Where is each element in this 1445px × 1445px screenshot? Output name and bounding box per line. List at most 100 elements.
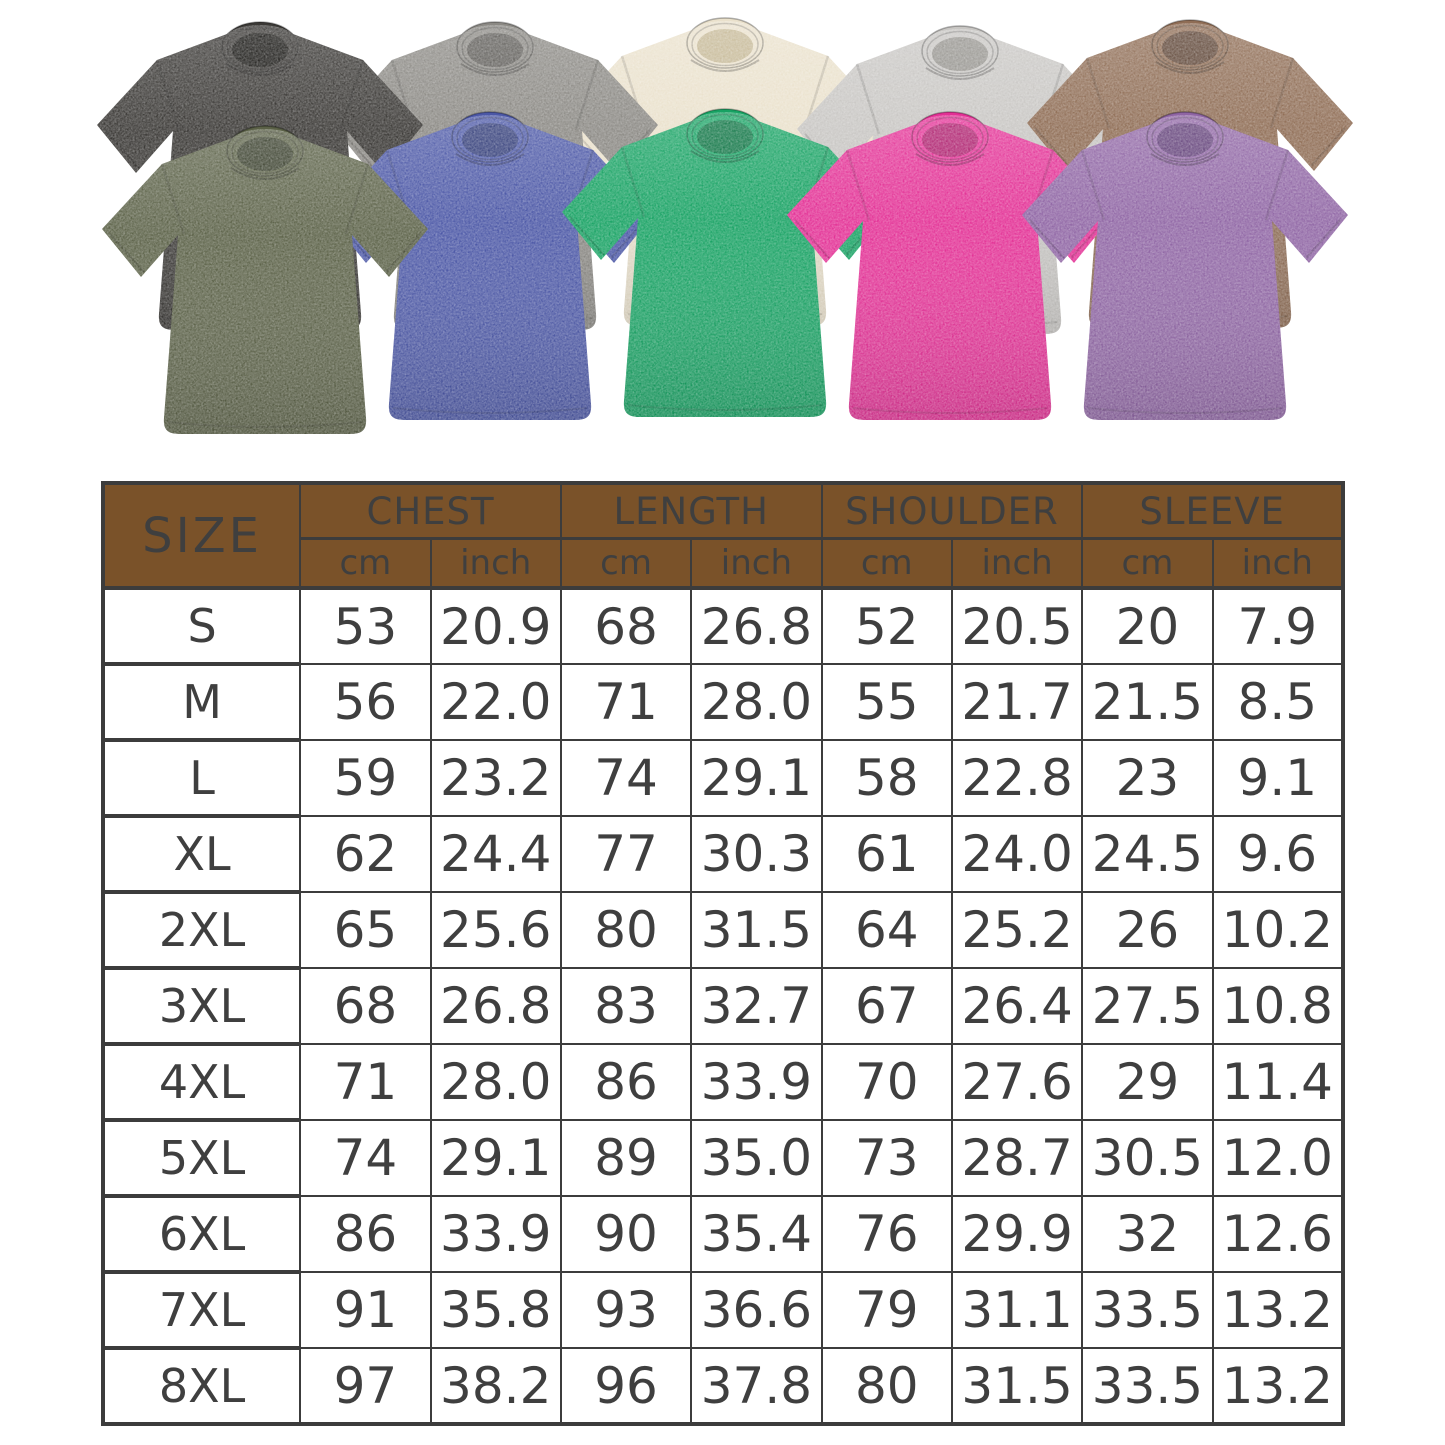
- cell-3XL-chest-cm: 68: [299, 967, 432, 1045]
- header-size: SIZE: [101, 482, 302, 590]
- cell-4XL-sleeve-inch: 11.4: [1211, 1043, 1345, 1121]
- header-length-inch: inch: [690, 537, 823, 590]
- cell-3XL-sleeve-cm: 27.5: [1081, 967, 1214, 1045]
- header-sleeve-cm: cm: [1081, 537, 1214, 590]
- cell-XL-chest-cm: 62: [299, 815, 432, 893]
- cell-6XL-chest-inch: 33.9: [429, 1195, 562, 1273]
- cell-2XL-length-inch: 31.5: [690, 891, 823, 969]
- cell-5XL-length-inch: 35.0: [690, 1119, 823, 1197]
- cell-6XL-shoulder-inch: 29.9: [950, 1195, 1084, 1273]
- cell-6XL-shoulder-cm: 76: [820, 1195, 953, 1273]
- table-row-6XL: 6XL 86 33.9 90 35.4 76 29.9 32 12.6: [101, 1195, 1345, 1274]
- cell-S-shoulder-inch: 20.5: [950, 587, 1084, 665]
- cell-4XL-shoulder-cm: 70: [820, 1043, 953, 1121]
- cell-M-sleeve-inch: 8.5: [1211, 663, 1345, 741]
- cell-2XL-length-cm: 80: [559, 891, 693, 969]
- cell-6XL-sleeve-cm: 32: [1081, 1195, 1214, 1273]
- cell-5XL-shoulder-inch: 28.7: [950, 1119, 1084, 1197]
- cell-XL-length-cm: 77: [559, 815, 693, 893]
- cell-3XL-length-inch: 32.7: [690, 967, 823, 1045]
- cell-7XL-chest-cm: 91: [299, 1271, 432, 1349]
- cell-L-sleeve-inch: 9.1: [1211, 739, 1345, 817]
- table-row-7XL: 7XL 91 35.8 93 36.6 79 31.1 33.5 13.2: [101, 1271, 1345, 1350]
- size-chart-table: SIZE CHEST LENGTH SHOULDER SLEEVE cm inc…: [101, 481, 1345, 1426]
- size-label-2XL: 2XL: [101, 891, 302, 970]
- size-label-S: S: [101, 587, 302, 666]
- cell-4XL-chest-cm: 71: [299, 1043, 432, 1121]
- cell-S-length-cm: 68: [559, 587, 693, 665]
- cell-S-chest-cm: 53: [299, 587, 432, 665]
- cell-M-length-cm: 71: [559, 663, 693, 741]
- header-length: LENGTH: [559, 482, 823, 540]
- cell-8XL-length-cm: 96: [559, 1347, 693, 1425]
- size-label-4XL: 4XL: [101, 1043, 302, 1122]
- size-label-M: M: [101, 663, 302, 742]
- header-chest: CHEST: [299, 482, 562, 540]
- cell-M-length-inch: 28.0: [690, 663, 823, 741]
- cell-L-shoulder-cm: 58: [820, 739, 953, 817]
- cell-2XL-shoulder-cm: 64: [820, 891, 953, 969]
- header-chest-inch: inch: [429, 537, 562, 590]
- table-row-M: M 56 22.0 71 28.0 55 21.7 21.5 8.5: [101, 663, 1345, 742]
- cell-5XL-sleeve-inch: 12.0: [1211, 1119, 1345, 1197]
- table-row-2XL: 2XL 65 25.6 80 31.5 64 25.2 26 10.2: [101, 891, 1345, 970]
- cell-XL-length-inch: 30.3: [690, 815, 823, 893]
- cell-3XL-shoulder-cm: 67: [820, 967, 953, 1045]
- cell-4XL-chest-inch: 28.0: [429, 1043, 562, 1121]
- header-sleeve: SLEEVE: [1081, 482, 1344, 540]
- cell-8XL-chest-cm: 97: [299, 1347, 432, 1425]
- header-shoulder-inch: inch: [950, 537, 1084, 590]
- size-label-6XL: 6XL: [101, 1195, 302, 1274]
- cell-8XL-sleeve-cm: 33.5: [1081, 1347, 1214, 1425]
- cell-S-sleeve-inch: 7.9: [1211, 587, 1345, 665]
- cell-8XL-sleeve-inch: 13.2: [1211, 1347, 1345, 1425]
- cell-2XL-chest-cm: 65: [299, 891, 432, 969]
- table-row-8XL: 8XL 97 38.2 96 37.8 80 31.5 33.5 13.2: [101, 1347, 1345, 1426]
- cell-L-chest-cm: 59: [299, 739, 432, 817]
- cell-XL-shoulder-inch: 24.0: [950, 815, 1084, 893]
- cell-8XL-chest-inch: 38.2: [429, 1347, 562, 1425]
- cell-XL-sleeve-inch: 9.6: [1211, 815, 1345, 893]
- table-row-4XL: 4XL 71 28.0 86 33.9 70 27.6 29 11.4: [101, 1043, 1345, 1122]
- cell-L-chest-inch: 23.2: [429, 739, 562, 817]
- product-gallery-svg: [0, 0, 1445, 470]
- size-label-5XL: 5XL: [101, 1119, 302, 1198]
- cell-6XL-length-inch: 35.4: [690, 1195, 823, 1273]
- cell-3XL-sleeve-inch: 10.8: [1211, 967, 1345, 1045]
- cell-3XL-chest-inch: 26.8: [429, 967, 562, 1045]
- table-row-S: S 53 20.9 68 26.8 52 20.5 20 7.9: [101, 587, 1345, 666]
- cell-4XL-length-cm: 86: [559, 1043, 693, 1121]
- cell-8XL-length-inch: 37.8: [690, 1347, 823, 1425]
- cell-7XL-shoulder-inch: 31.1: [950, 1271, 1084, 1349]
- cell-5XL-chest-cm: 74: [299, 1119, 432, 1197]
- header-sleeve-inch: inch: [1211, 537, 1345, 590]
- cell-XL-chest-inch: 24.4: [429, 815, 562, 893]
- cell-6XL-length-cm: 90: [559, 1195, 693, 1273]
- shirts-layer: [97, 18, 1353, 434]
- header-shoulder-cm: cm: [820, 537, 953, 590]
- cell-2XL-shoulder-inch: 25.2: [950, 891, 1084, 969]
- cell-5XL-length-cm: 89: [559, 1119, 693, 1197]
- size-label-L: L: [101, 739, 302, 818]
- cell-7XL-sleeve-inch: 13.2: [1211, 1271, 1345, 1349]
- size-label-7XL: 7XL: [101, 1271, 302, 1350]
- cell-2XL-sleeve-inch: 10.2: [1211, 891, 1345, 969]
- cell-3XL-shoulder-inch: 26.4: [950, 967, 1084, 1045]
- cell-8XL-shoulder-cm: 80: [820, 1347, 953, 1425]
- cell-6XL-chest-cm: 86: [299, 1195, 432, 1273]
- table-row-5XL: 5XL 74 29.1 89 35.0 73 28.7 30.5 12.0: [101, 1119, 1345, 1198]
- cell-XL-shoulder-cm: 61: [820, 815, 953, 893]
- cell-S-sleeve-cm: 20: [1081, 587, 1214, 665]
- cell-L-sleeve-cm: 23: [1081, 739, 1214, 817]
- size-label-8XL: 8XL: [101, 1347, 302, 1426]
- header-shoulder: SHOULDER: [820, 482, 1084, 540]
- size-chart-body: S 53 20.9 68 26.8 52 20.5 20 7.9 M 56 22.0 71 28.0 55 2…: [101, 587, 1345, 1426]
- cell-5XL-shoulder-cm: 73: [820, 1119, 953, 1197]
- size-chart: SIZE CHEST LENGTH SHOULDER SLEEVE cm inc…: [101, 481, 1345, 1426]
- cell-XL-sleeve-cm: 24.5: [1081, 815, 1214, 893]
- cell-L-length-cm: 74: [559, 739, 693, 817]
- cell-5XL-chest-inch: 29.1: [429, 1119, 562, 1197]
- cell-8XL-shoulder-inch: 31.5: [950, 1347, 1084, 1425]
- cell-L-length-inch: 29.1: [690, 739, 823, 817]
